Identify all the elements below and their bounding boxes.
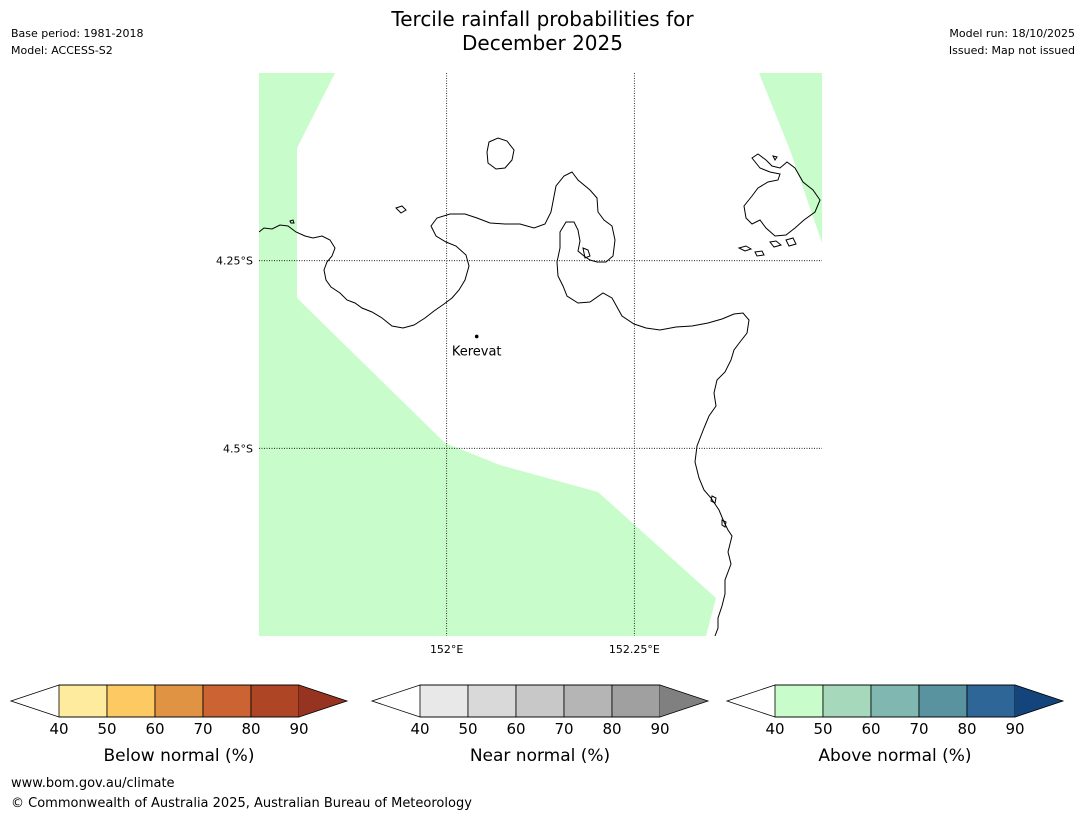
lat-tick-label: 4.25°S bbox=[216, 255, 253, 268]
colorbar-tick-label: 40 bbox=[49, 720, 68, 738]
coastline-islet-ne-4 bbox=[785, 237, 797, 247]
colorbar-tick-label: 90 bbox=[650, 720, 669, 738]
coastline-islet-inlet bbox=[582, 247, 591, 259]
colorbar-title: Near normal (%) bbox=[470, 746, 610, 766]
meta-right: Model run: 18/10/2025 Issued: Map not is… bbox=[949, 25, 1075, 59]
colorbar-segment bbox=[250, 684, 300, 718]
colorbar-segment bbox=[918, 684, 968, 718]
colorbar-tick-label: 60 bbox=[145, 720, 164, 738]
colorbar-tick-label: 90 bbox=[1005, 720, 1024, 738]
issued-status: Issued: Map not issued bbox=[948, 44, 1075, 57]
coastline bbox=[259, 137, 821, 636]
coastline-islet-ne-5 bbox=[772, 155, 778, 161]
colorbar-tick-label: 70 bbox=[554, 720, 573, 738]
colorbar-tick-label: 60 bbox=[506, 720, 525, 738]
title-line-1: Tercile rainfall probabilities for bbox=[391, 7, 694, 31]
lat-tick-label: 4.5°S bbox=[223, 442, 253, 455]
colorbar-segment bbox=[822, 684, 872, 718]
colorbar-high-extension bbox=[299, 685, 347, 717]
colorbar-segment bbox=[419, 684, 469, 718]
colorbar-segment bbox=[202, 684, 252, 718]
colorbar-tick-label: 70 bbox=[909, 720, 928, 738]
map-title: Tercile rainfall probabilities for Decem… bbox=[0, 7, 1085, 55]
colorbar-tick-label: 70 bbox=[193, 720, 212, 738]
coastline-main-island bbox=[259, 171, 750, 636]
title-line-2: December 2025 bbox=[462, 31, 623, 55]
colorbar-tick-label: 40 bbox=[410, 720, 429, 738]
colorbar-segment bbox=[467, 684, 517, 718]
colorbar-low-extension bbox=[372, 685, 420, 717]
colorbar-high-extension bbox=[660, 685, 708, 717]
colorbar-1: 40 50 60 70 80 90 Near normal (%) bbox=[370, 684, 710, 766]
coastline-islet-ne-3 bbox=[769, 240, 783, 248]
coastline-islet-ne-2 bbox=[754, 250, 765, 257]
coastline-islet-ne-1 bbox=[737, 245, 753, 252]
colorbar-low-extension bbox=[727, 685, 775, 717]
colorbar-tick-label: 80 bbox=[602, 720, 621, 738]
coastline-islands-northeast bbox=[743, 153, 821, 237]
colorbar-0: 40 50 60 70 80 90 Below normal (%) bbox=[9, 684, 349, 766]
lon-tick-label: 152.25°E bbox=[609, 643, 660, 656]
colorbar-tick-label: 40 bbox=[765, 720, 784, 738]
shade-region-west bbox=[259, 73, 716, 636]
colorbar-tick-label: 80 bbox=[957, 720, 976, 738]
coastline-islet-small-1 bbox=[395, 205, 407, 214]
coastline-islet-small-2 bbox=[289, 219, 295, 224]
colorbar-segment bbox=[966, 684, 1016, 718]
coastline-islet-north bbox=[486, 137, 515, 170]
colorbar-2: 40 50 60 70 80 90 Above normal (%) bbox=[725, 684, 1065, 766]
model-run: Model run: 18/10/2025 bbox=[949, 27, 1075, 40]
colorbar-tick-label: 80 bbox=[241, 720, 260, 738]
colorbar-title: Below normal (%) bbox=[104, 746, 255, 766]
colorbar-segment bbox=[611, 684, 661, 718]
colorbar-segment bbox=[515, 684, 565, 718]
map-area[interactable] bbox=[259, 73, 822, 636]
place-marker bbox=[474, 334, 479, 339]
colorbar-tick-label: 50 bbox=[458, 720, 477, 738]
place-labels: Kerevat bbox=[452, 344, 502, 359]
legend-colorbars: 40 50 60 70 80 90 Below normal (%) 40 50 60 70 80 90… bbox=[9, 684, 1065, 766]
model-name: Model: ACCESS-S2 bbox=[11, 44, 113, 57]
colorbar-low-extension bbox=[11, 685, 59, 717]
colorbar-segment bbox=[870, 684, 920, 718]
lon-tick-label: 152°E bbox=[430, 643, 463, 656]
footer-url[interactable]: www.bom.gov.au/climate bbox=[11, 776, 175, 791]
colorbar-high-extension bbox=[1015, 685, 1063, 717]
shade-region-northeast bbox=[759, 73, 822, 243]
colorbar-segment bbox=[58, 684, 108, 718]
colorbar-tick-label: 60 bbox=[861, 720, 880, 738]
footer-copyright: © Commonwealth of Australia 2025, Austra… bbox=[11, 796, 472, 811]
colorbar-tick-label: 50 bbox=[97, 720, 116, 738]
colorbar-tick-label: 50 bbox=[813, 720, 832, 738]
coastline-islet-e-1 bbox=[710, 495, 717, 504]
colorbar-segment bbox=[774, 684, 824, 718]
colorbar-outline bbox=[9, 684, 349, 718]
colorbar-title: Above normal (%) bbox=[818, 746, 971, 766]
colorbar-segment bbox=[106, 684, 156, 718]
colorbar-tick-label: 90 bbox=[289, 720, 308, 738]
colorbar-outline bbox=[370, 684, 710, 718]
base-period: Base period: 1981-2018 bbox=[11, 27, 144, 40]
colorbar-segment bbox=[154, 684, 204, 718]
axis-tick-labels: 4.25°S 4.5°S 152°E 152.25°E bbox=[216, 255, 660, 656]
place-label: Kerevat bbox=[452, 344, 502, 359]
coastline-islet-e-2 bbox=[721, 519, 727, 528]
place-markers bbox=[474, 334, 479, 339]
meta-left: Base period: 1981-2018 Model: ACCESS-S2 bbox=[11, 25, 143, 59]
colorbar-segment bbox=[563, 684, 613, 718]
colorbar-outline bbox=[725, 684, 1065, 718]
